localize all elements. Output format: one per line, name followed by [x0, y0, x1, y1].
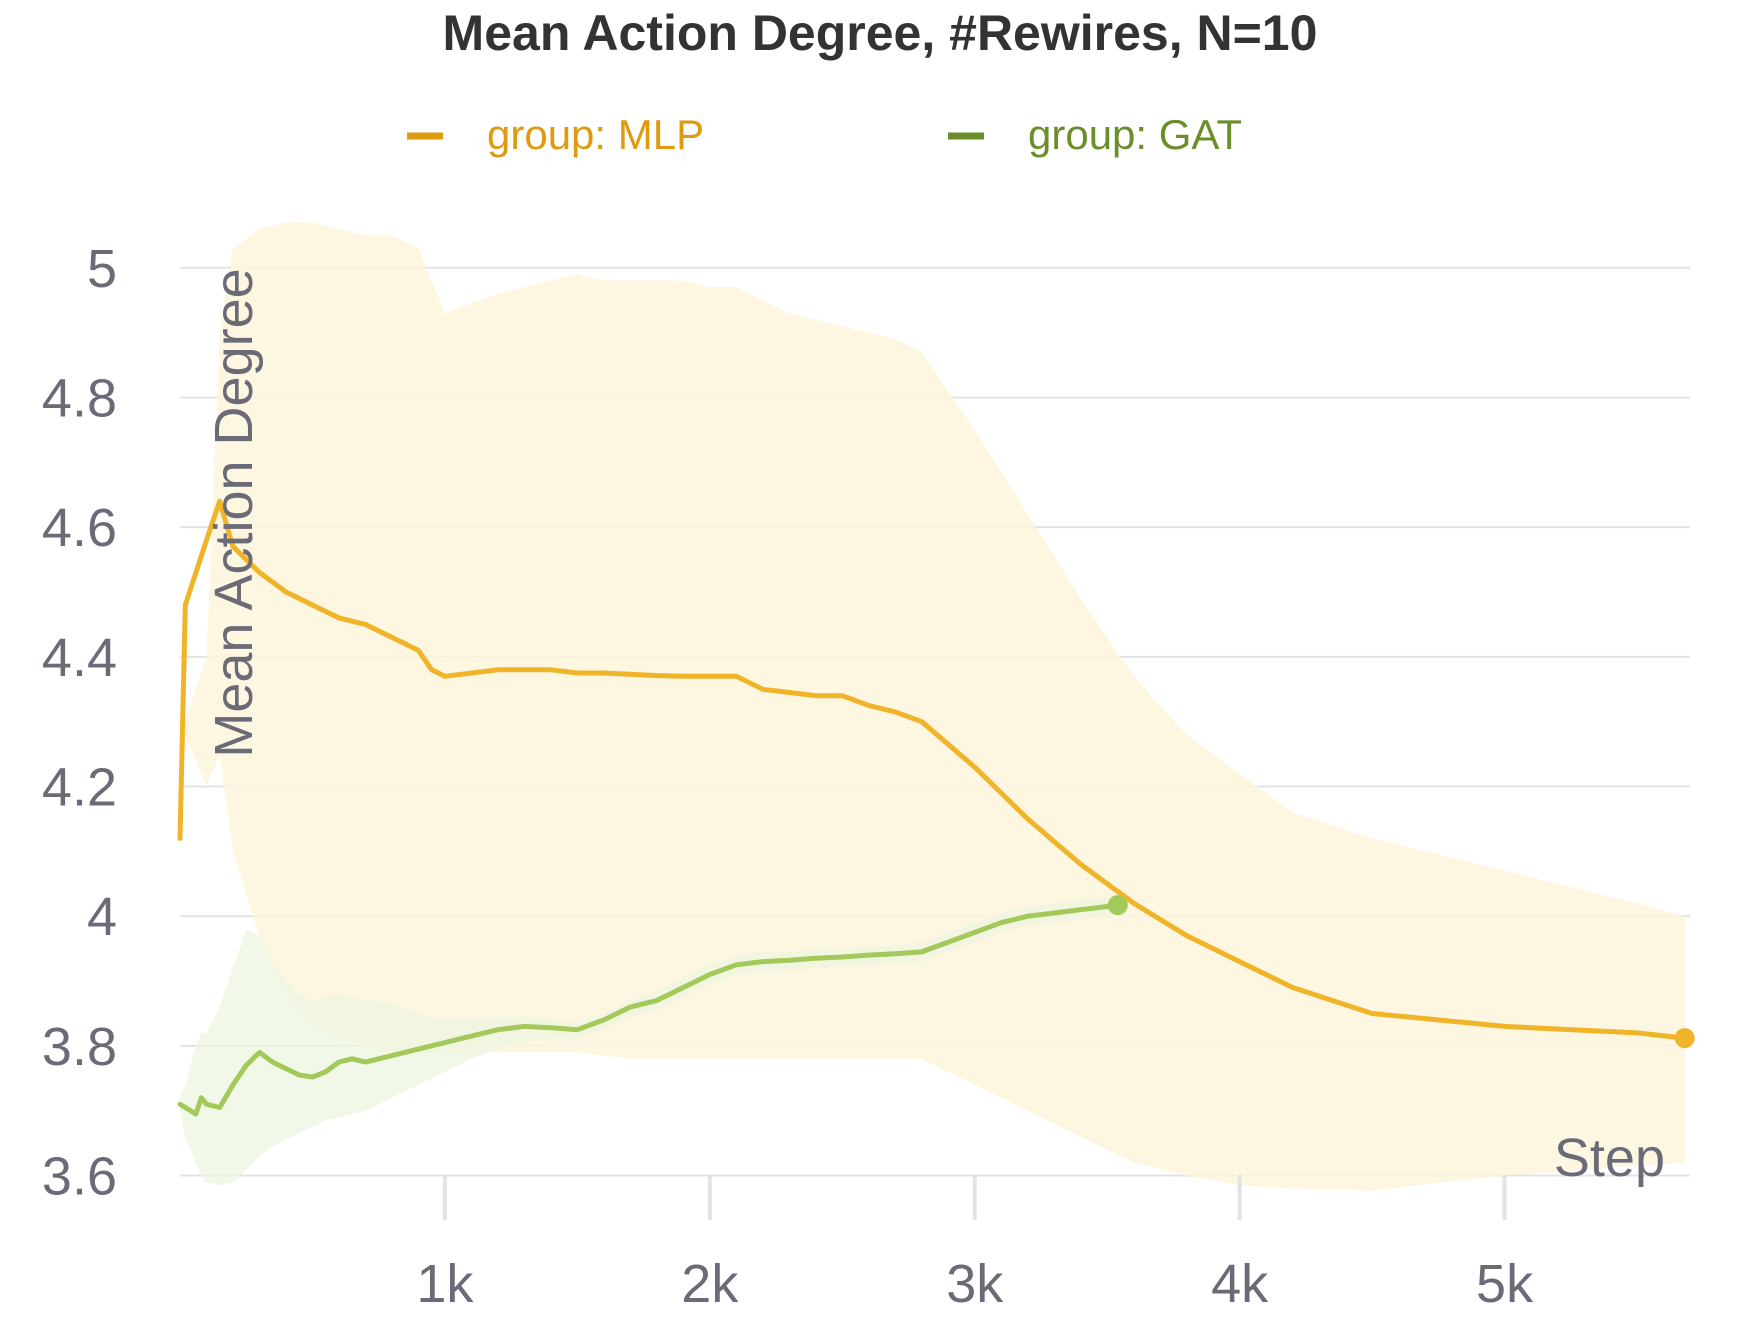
line-group-mlp[interactable]: [177, 498, 1688, 1041]
band-group-mlp: [180, 222, 1685, 1191]
band-group-gat: [180, 896, 1118, 1186]
x-tick-label: 5k: [1476, 1254, 1534, 1314]
confidence-bands: [180, 222, 1685, 1191]
y-axis-label: Mean Action Degree: [204, 268, 264, 757]
y-tick-label: 3.6: [42, 1147, 117, 1207]
legend-item-mlp[interactable]: group: MLP: [407, 111, 704, 158]
x-tick-label: 4k: [1211, 1254, 1269, 1314]
y-tick-label: 4.8: [42, 368, 117, 428]
x-axis-label: Step: [1554, 1128, 1665, 1188]
x-tick-label: 2k: [681, 1254, 739, 1314]
x-axis-ticks: 1k 2k 3k 4k 5k: [416, 1175, 1534, 1314]
y-axis-ticks: 3.6 3.8 4 4.2 4.4 4.6 4.8 5: [42, 239, 117, 1207]
y-tick-label: 5: [87, 239, 117, 299]
end-marker[interactable]: [1674, 1028, 1695, 1049]
y-tick-label: 3.8: [42, 1017, 117, 1077]
y-tick-label: 4: [87, 887, 117, 947]
x-tick-label: 3k: [946, 1254, 1004, 1314]
y-tick-label: 4.4: [42, 628, 117, 688]
chart-title: Mean Action Degree, #Rewires, N=10: [443, 5, 1318, 61]
y-tick-label: 4.2: [42, 758, 117, 818]
legend-label-mlp: group: MLP: [487, 111, 704, 158]
end-marker[interactable]: [1107, 895, 1128, 916]
legend: group: MLP group: GAT: [407, 111, 1242, 158]
legend-item-gat[interactable]: group: GAT: [948, 111, 1242, 158]
y-tick-label: 4.6: [42, 498, 117, 558]
series-lines: [177, 498, 1695, 1117]
line-group-gat[interactable]: [177, 902, 1121, 1117]
x-tick-label: 1k: [416, 1254, 474, 1314]
legend-label-gat: group: GAT: [1028, 111, 1242, 158]
